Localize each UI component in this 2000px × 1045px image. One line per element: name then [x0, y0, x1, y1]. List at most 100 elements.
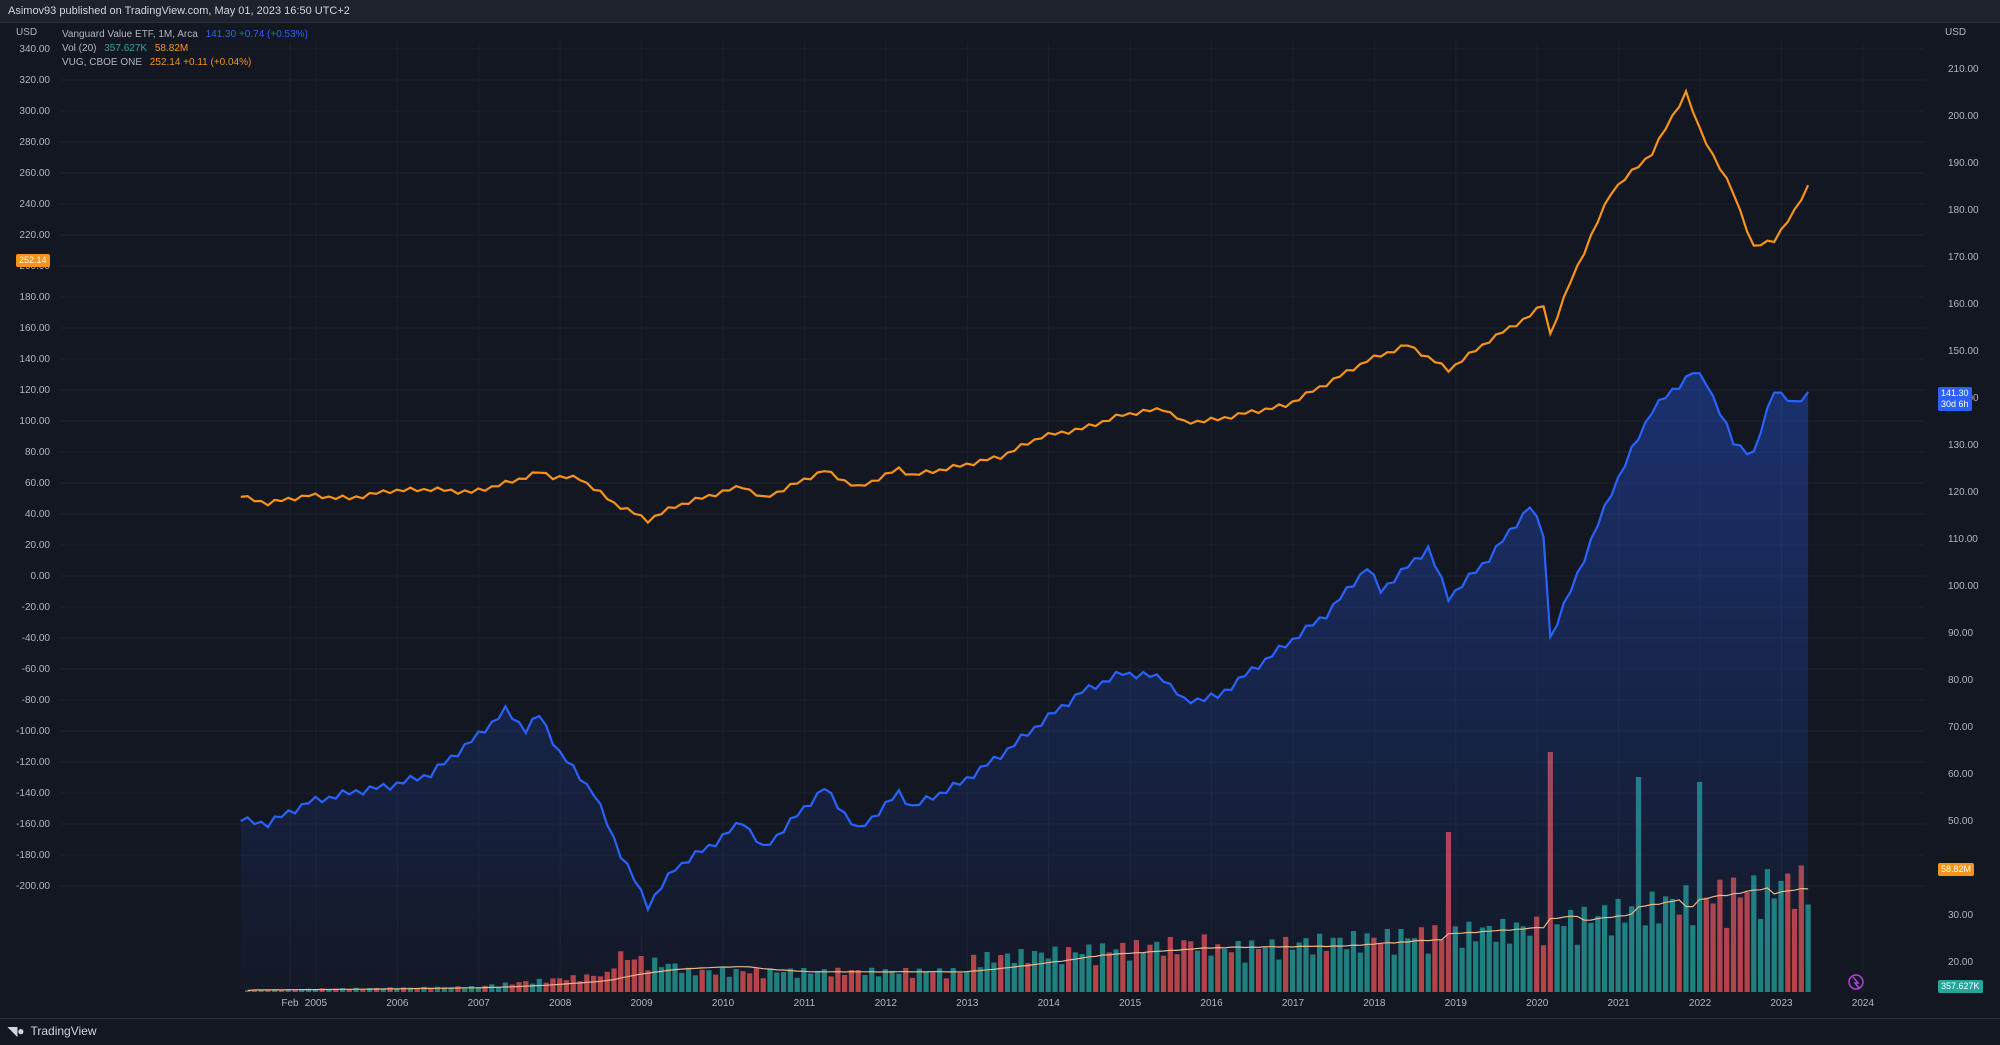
left-tick-label: -140.00 — [16, 788, 50, 799]
x-tick-label: 2007 — [468, 998, 491, 1009]
x-tick-label: 2012 — [875, 998, 898, 1009]
right-tick-label: 200.00 — [1948, 111, 1979, 122]
right-tick-label: 210.00 — [1948, 64, 1979, 75]
x-tick-label: 2018 — [1363, 998, 1386, 1009]
volume-ma-line — [247, 887, 1809, 992]
x-tick-label: 2014 — [1038, 998, 1061, 1009]
left-tick-label: 180.00 — [19, 292, 50, 303]
x-tick-label: 2010 — [712, 998, 735, 1009]
left-tick-label: 280.00 — [19, 137, 50, 148]
right-tick-label: 130.00 — [1948, 440, 1979, 451]
x-tick-label: 2017 — [1282, 998, 1305, 1009]
left-tick-label: 260.00 — [19, 168, 50, 179]
right-tick-label: 190.00 — [1948, 158, 1979, 169]
publish-text: Asimov93 published on TradingView.com, M… — [8, 5, 350, 17]
vtv-area-fill — [240, 373, 1809, 992]
lightning-icon — [1852, 976, 1860, 989]
legend-compare-symbol: VUG, CBOE ONE — [62, 57, 143, 68]
replay-icon[interactable] — [1848, 974, 1864, 990]
left-tick-label: -40.00 — [22, 633, 51, 644]
left-tick-label: -120.00 — [16, 757, 50, 768]
x-tick-label: 2013 — [956, 998, 979, 1009]
x-tick-label: 2006 — [386, 998, 409, 1009]
right-tick-label: 160.00 — [1948, 299, 1979, 310]
x-tick-label: 2015 — [1119, 998, 1142, 1009]
legend-main-symbol: Vanguard Value ETF, 1M, Arca — [62, 29, 198, 40]
brand[interactable]: ◥● TradingView — [8, 1024, 97, 1038]
left-tick-label: -180.00 — [16, 850, 50, 861]
right-tick-label: 110.00 — [1948, 534, 1978, 545]
right-tick-label: 180.00 — [1948, 205, 1979, 216]
x-tick-label: 2008 — [549, 998, 572, 1009]
right-tick-label: 80.00 — [1948, 675, 1973, 686]
left-tick-label: 360.00 — [19, 22, 50, 24]
left-tick-label: 340.00 — [19, 44, 50, 55]
right-tick-label: 30.00 — [1948, 910, 1973, 921]
legend-vol-label: Vol (20) — [62, 43, 97, 54]
left-tick-label: 320.00 — [19, 75, 50, 86]
legend-compare[interactable]: VUG, CBOE ONE 252.14 +0.11 (+0.04%) — [62, 57, 256, 68]
x-tick-label: 2024 — [1852, 998, 1875, 1009]
legend-vol-ma-value: 58.82M — [154, 43, 189, 54]
x-tick-label: 2021 — [1608, 998, 1631, 1009]
x-tick-label: 2011 — [794, 998, 816, 1009]
left-tick-label: 160.00 — [19, 323, 50, 334]
left-axis-unit: USD — [16, 27, 38, 38]
left-tick-label: 240.00 — [19, 199, 50, 210]
right-tick-label: 20.00 — [1948, 957, 1973, 968]
vtv-countdown: 30d 6h — [1941, 399, 1969, 409]
left-tick-label: 80.00 — [25, 447, 50, 458]
x-tick-label: 2022 — [1689, 998, 1712, 1009]
left-tick-label: 20.00 — [25, 540, 50, 551]
vol-tag: 357.627K — [1938, 980, 1983, 993]
right-tick-label: 60.00 — [1948, 769, 1973, 780]
right-axis-ticks: 210.00 200.00 190.00 180.00 170.00 160.00 150.… — [1948, 64, 1979, 968]
left-tick-label: 40.00 — [25, 509, 50, 520]
left-tick-label: -160.00 — [16, 819, 50, 830]
right-tick-label: 150.00 — [1948, 346, 1979, 357]
vtv-price-value: 141.30 — [1941, 388, 1969, 398]
x-tick-label: 2019 — [1445, 998, 1468, 1009]
left-tick-label: 220.00 — [19, 230, 50, 241]
legend-main[interactable]: Vanguard Value ETF, 1M, Arca 141.30 +0.7… — [62, 29, 313, 40]
left-tick-label: 100.00 — [19, 416, 50, 427]
x-tick-label: 2020 — [1526, 998, 1549, 1009]
left-tick-label: -20.00 — [22, 602, 51, 613]
left-tick-label: 0.00 — [31, 571, 51, 582]
right-tick-label: 70.00 — [1948, 722, 1973, 733]
vtv-price-tag: 141.30 30d 6h — [1938, 387, 1972, 411]
left-tick-label: -60.00 — [22, 664, 51, 675]
right-tick-label: 120.00 — [1948, 487, 1979, 498]
left-tick-label: 120.00 — [19, 385, 50, 396]
legend-main-values: 141.30 +0.74 (+0.53%) — [205, 29, 308, 40]
left-tick-label: 60.00 — [25, 478, 50, 489]
x-tick-label: 2023 — [1770, 998, 1793, 1009]
left-tick-label: -80.00 — [22, 695, 51, 706]
x-tick-label: 2009 — [630, 998, 653, 1009]
x-tick-label: 2016 — [1200, 998, 1223, 1009]
x-tick-label: Feb — [281, 998, 299, 1009]
left-tick-label: 300.00 — [19, 106, 50, 117]
x-tick-label: 2005 — [305, 998, 328, 1009]
vol-ma-tag: 58.82M — [1938, 863, 1975, 876]
left-tick-label: -200.00 — [16, 881, 50, 892]
footer-bar: ◥● TradingView — [0, 1018, 2000, 1045]
legend-vol-value: 357.627K — [104, 43, 148, 54]
brand-name: TradingView — [30, 1024, 97, 1038]
right-axis-unit: USD — [1945, 27, 1967, 38]
right-tick-label: 50.00 — [1948, 816, 1973, 827]
tradingview-logo-icon: ◥● — [8, 1024, 25, 1038]
vug-line — [240, 88, 1810, 525]
legend-volume[interactable]: Vol (20) 357.627K 58.82M — [62, 43, 193, 54]
vug-price-tag: 252.14 — [16, 254, 50, 267]
chart-canvas[interactable]: 380.00360.00340.00320.00300.00280.00260.… — [0, 22, 2000, 1018]
legend-compare-values: 252.14 +0.11 (+0.04%) — [149, 57, 252, 68]
right-tick-label: 100.00 — [1948, 581, 1979, 592]
right-tick-label: 90.00 — [1948, 628, 1973, 639]
publish-bar: Asimov93 published on TradingView.com, M… — [0, 0, 2000, 23]
left-tick-label: -100.00 — [16, 726, 50, 737]
vtv-line — [240, 372, 1809, 913]
x-axis-ticks: Feb 2005 2006 2007 2008 2009 2010 2011 2012 2013 2… — [281, 998, 1874, 1009]
left-axis-ticks: 380.00360.00340.00320.00300.00280.00260.… — [16, 22, 50, 892]
right-tick-label: 170.00 — [1948, 252, 1979, 263]
